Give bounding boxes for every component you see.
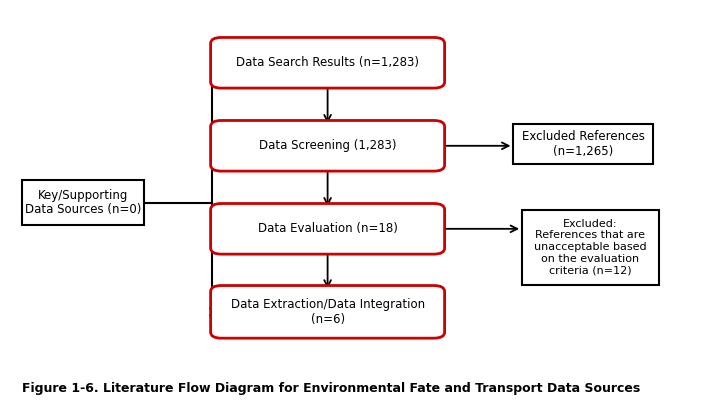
FancyBboxPatch shape <box>210 38 444 88</box>
Text: Excluded References
(n=1,265): Excluded References (n=1,265) <box>522 130 644 158</box>
FancyBboxPatch shape <box>22 180 144 225</box>
Text: Data Search Results (n=1,283): Data Search Results (n=1,283) <box>236 56 419 69</box>
FancyBboxPatch shape <box>210 203 444 254</box>
Text: Data Screening (1,283): Data Screening (1,283) <box>259 139 396 152</box>
Text: Key/Supporting
Data Sources (n=0): Key/Supporting Data Sources (n=0) <box>24 188 141 217</box>
Text: Excluded:
References that are
unacceptable based
on the evaluation
criteria (n=1: Excluded: References that are unacceptab… <box>534 219 647 275</box>
Text: Figure 1-6. Literature Flow Diagram for Environmental Fate and Transport Data So: Figure 1-6. Literature Flow Diagram for … <box>22 382 640 395</box>
FancyBboxPatch shape <box>210 121 444 171</box>
FancyBboxPatch shape <box>513 124 654 164</box>
Text: Data Extraction/Data Integration
(n=6): Data Extraction/Data Integration (n=6) <box>230 298 425 326</box>
FancyBboxPatch shape <box>522 210 659 284</box>
FancyBboxPatch shape <box>210 286 444 338</box>
Text: Data Evaluation (n=18): Data Evaluation (n=18) <box>258 222 397 235</box>
